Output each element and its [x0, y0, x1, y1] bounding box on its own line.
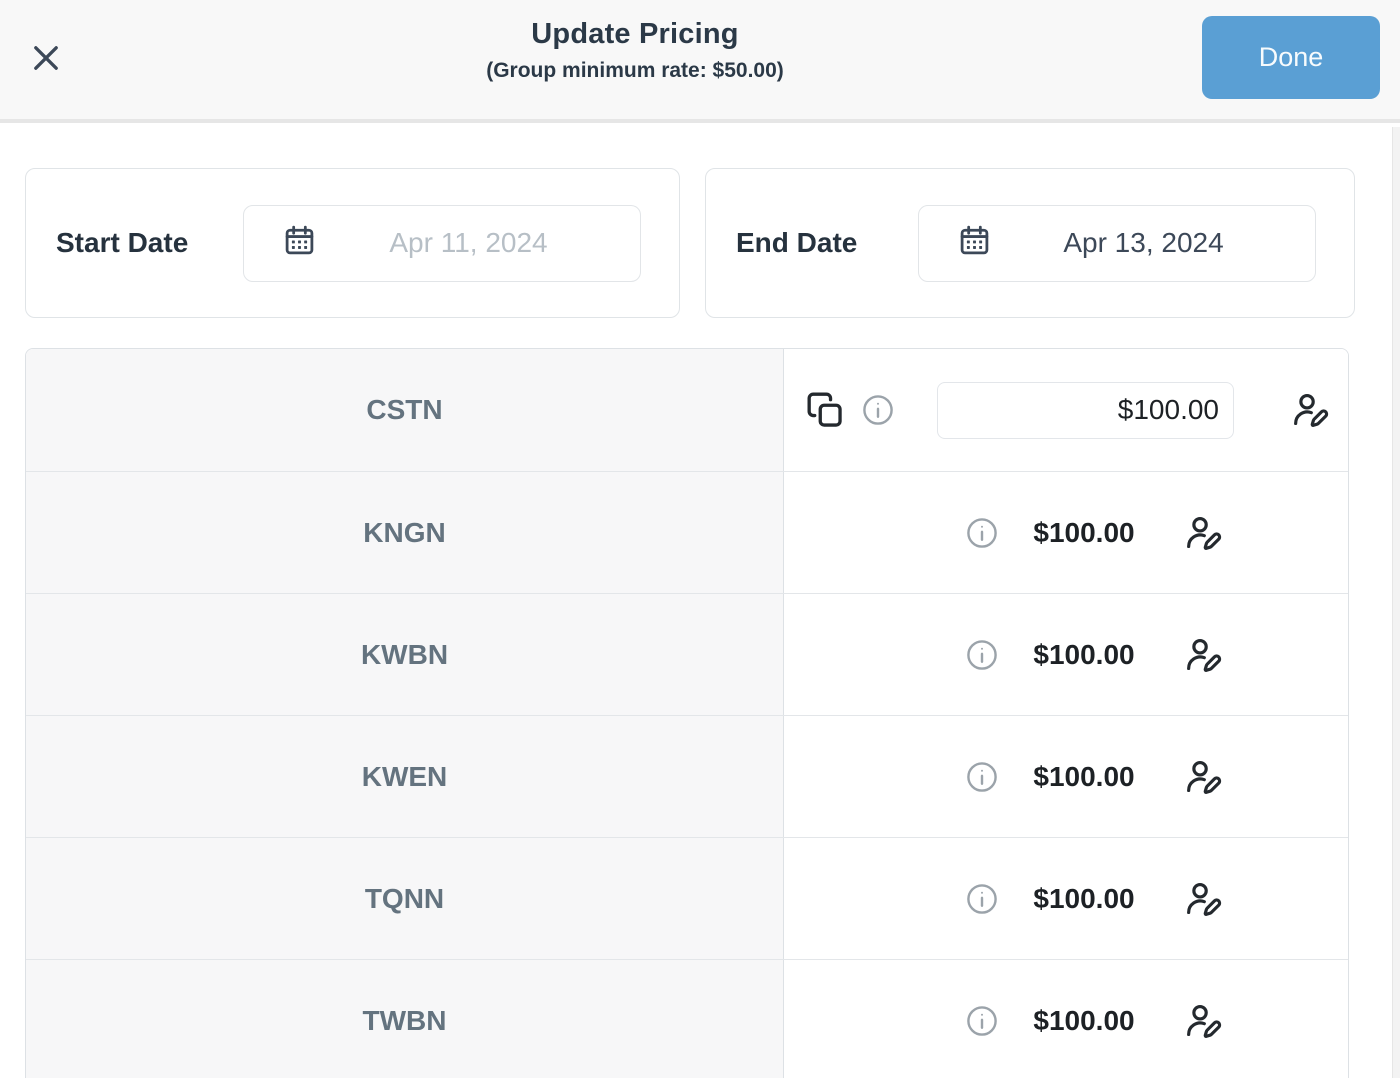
table-row: TWBN [26, 959, 1348, 1078]
table-row: TQNN [26, 837, 1348, 959]
rate-value: $100.00 [1033, 882, 1135, 914]
end-date-label: End Date [736, 227, 858, 258]
rate-cell [784, 349, 1348, 471]
close-icon [28, 40, 64, 76]
scrollbar-track[interactable] [1392, 127, 1400, 1078]
room-code-cell: KWEN [26, 716, 784, 837]
page-title: Update Pricing [531, 18, 739, 50]
room-code-cell: TWBN [26, 960, 784, 1078]
info-icon[interactable] [965, 882, 999, 916]
table-row: KWEN [26, 715, 1348, 837]
rate-value: $100.00 [1033, 638, 1135, 670]
user-edit-icon[interactable] [1185, 880, 1223, 918]
done-button[interactable]: Done [1202, 16, 1380, 99]
modal-header: Update Pricing (Group minimum rate: $50.… [0, 0, 1400, 123]
room-code-cell: CSTN [26, 349, 784, 471]
rate-value: $100.00 [1033, 1004, 1135, 1036]
table-row: KWBN [26, 593, 1348, 715]
end-date-panel: End Date Apr 13, 2024 [705, 168, 1355, 318]
start-date-value: Apr 11, 2024 [389, 227, 548, 258]
start-date-input[interactable]: Apr 11, 2024 [243, 204, 641, 282]
rate-input[interactable] [937, 381, 1234, 439]
end-date-value: Apr 13, 2024 [1063, 227, 1224, 258]
info-icon[interactable] [861, 393, 895, 427]
rate-value: $100.00 [1033, 516, 1135, 548]
start-date-label: Start Date [56, 227, 189, 258]
start-date-panel: Start Date Apr 11, 2024 [25, 168, 680, 318]
rate-cell: $100.00 [784, 594, 1348, 715]
end-date-input[interactable]: Apr 13, 2024 [918, 204, 1316, 282]
room-code-cell: KNGN [26, 472, 784, 593]
user-edit-icon[interactable] [1292, 391, 1330, 429]
close-button[interactable] [28, 40, 64, 76]
user-edit-icon[interactable] [1185, 1002, 1223, 1040]
user-edit-icon[interactable] [1185, 514, 1223, 552]
info-icon[interactable] [965, 638, 999, 672]
user-edit-icon[interactable] [1185, 636, 1223, 674]
calendar-icon [957, 223, 992, 263]
rate-cell: $100.00 [784, 472, 1348, 593]
page-subtitle: (Group minimum rate: $50.00) [486, 59, 784, 82]
rate-cell: $100.00 [784, 716, 1348, 837]
room-code-cell: TQNN [26, 838, 784, 959]
rate-table: CSTN [25, 348, 1349, 1078]
info-icon[interactable] [965, 516, 999, 550]
room-code-cell: KWBN [26, 594, 784, 715]
rate-cell: $100.00 [784, 960, 1348, 1078]
table-row: KNGN [26, 471, 1348, 593]
user-edit-icon[interactable] [1185, 758, 1223, 796]
calendar-icon [282, 223, 317, 263]
copy-icon[interactable] [806, 391, 844, 429]
rate-cell: $100.00 [784, 838, 1348, 959]
info-icon[interactable] [965, 1004, 999, 1038]
header-titles: Update Pricing (Group minimum rate: $50.… [90, 18, 1180, 83]
rate-value: $100.00 [1033, 760, 1135, 792]
info-icon[interactable] [965, 760, 999, 794]
table-row: CSTN [26, 349, 1348, 471]
